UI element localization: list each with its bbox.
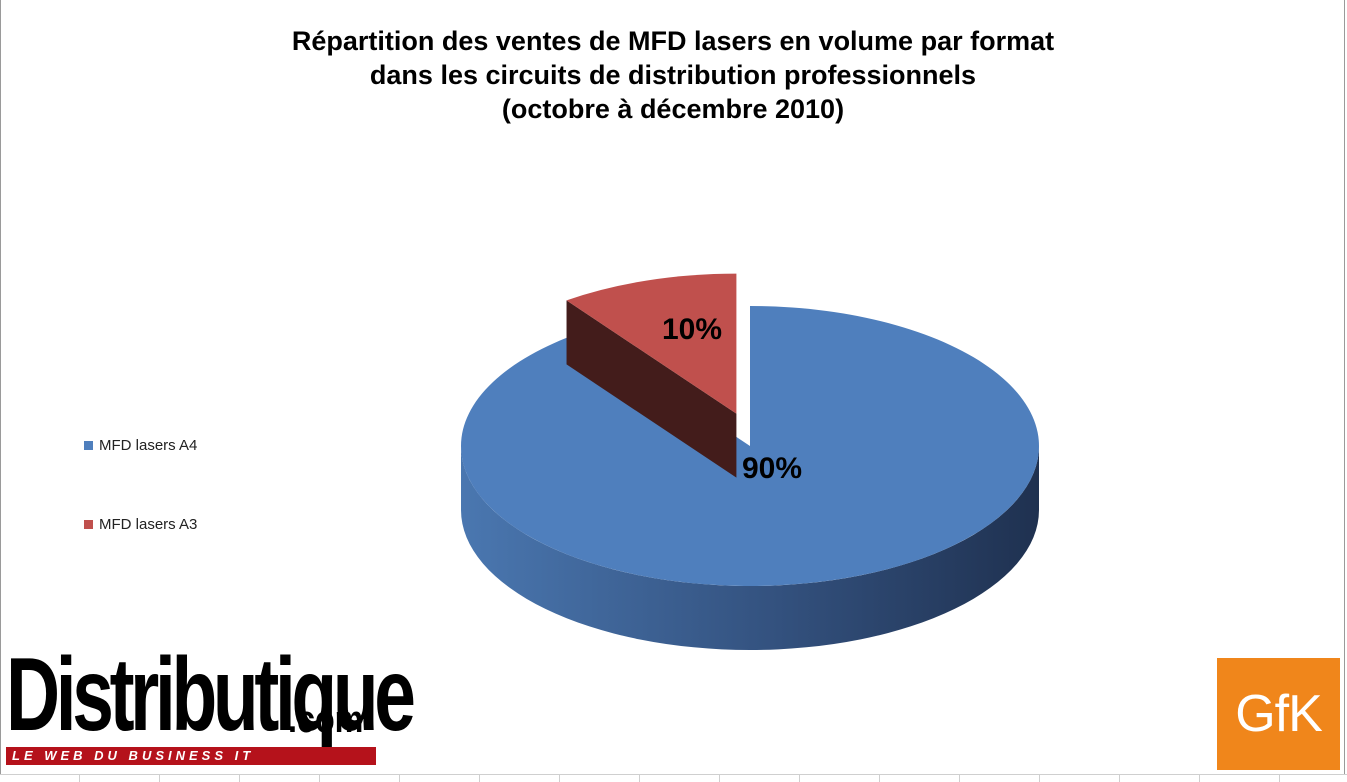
legend-label-a4: MFD lasers A4	[99, 437, 198, 454]
legend-swatch-a4	[84, 441, 93, 450]
pie-side-a4	[461, 446, 1039, 650]
pie-slice-a3	[566, 273, 737, 414]
gfk-logo: GfK	[1217, 658, 1340, 770]
legend-swatch-a3	[84, 520, 93, 529]
distributique-logo: Distributique .com LE WEB DU BUSINESS IT	[6, 643, 416, 768]
legend-item-a3: MFD lasers A3	[84, 516, 197, 533]
chart-title-line-1: Répartition des ventes de MFD lasers en …	[291, 26, 1055, 56]
legend-label-a3: MFD lasers A3	[99, 516, 198, 533]
pie-slice-a4	[460, 306, 1040, 586]
distributique-logo-tagline: LE WEB DU BUSINESS IT	[12, 748, 255, 763]
pie-cut-face-a3	[566, 300, 737, 478]
chart-title: Répartition des ventes de MFD lasers en …	[200, 24, 1146, 126]
data-label-a3: 10%	[662, 313, 722, 346]
gfk-logo-text: GfK	[1235, 685, 1323, 743]
data-label-a4: 90%	[742, 452, 802, 485]
distributique-logo-text: Distributique	[6, 637, 416, 753]
distributique-logo-bar	[6, 747, 376, 765]
spreadsheet-grid-edge	[0, 774, 1347, 782]
legend-item-a4: MFD lasers A4	[84, 437, 197, 454]
chart-title-line-2: dans les circuits de distribution profes…	[369, 60, 977, 90]
distributique-logo-com: .com	[288, 699, 364, 741]
chart-title-line-3: (octobre à décembre 2010)	[501, 94, 845, 124]
